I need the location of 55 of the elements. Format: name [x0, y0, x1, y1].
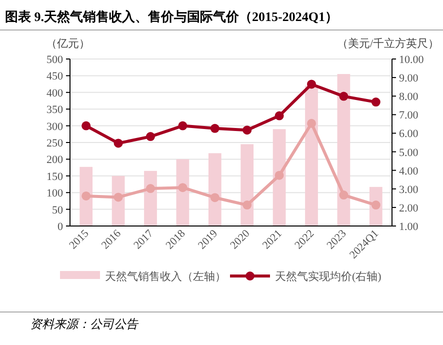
- point: [274, 170, 284, 180]
- y2-tick-label: 7.00: [399, 110, 419, 122]
- bar: [305, 86, 318, 226]
- y2-axis-title: （美元/千立方英尺）: [336, 37, 439, 50]
- y-tick-label: 500: [46, 54, 64, 66]
- bar: [208, 153, 222, 226]
- point: [178, 121, 188, 130]
- y2-tick-label: 2.00: [399, 202, 419, 214]
- y-tick-label: 450: [46, 70, 64, 83]
- y2-tick-label: 9.00: [399, 72, 419, 85]
- y2-tick-label: 6.00: [399, 128, 419, 140]
- point: [146, 132, 155, 142]
- point: [210, 124, 220, 133]
- y2-tick-label: 5.00: [399, 146, 419, 159]
- bar: [272, 129, 286, 226]
- point: [178, 183, 188, 192]
- point: [82, 121, 91, 130]
- text: 资料来源：公司公告: [30, 317, 139, 331]
- y-tick-label: 0: [58, 221, 64, 233]
- point: [242, 200, 252, 210]
- y2-tick-label: 4.00: [399, 165, 419, 178]
- y-axis-title: （亿元）: [46, 38, 90, 50]
- y-tick-label: 400: [46, 87, 64, 100]
- y2-tick-label: 1.00: [399, 221, 419, 233]
- bar: [337, 74, 350, 226]
- point: [307, 80, 316, 89]
- y2-tick-label: 8.00: [399, 91, 419, 104]
- legend-label: 天然气销售收入（左轴）: [105, 270, 226, 283]
- y-tick-label: 100: [46, 188, 64, 200]
- y-tick-label: 200: [46, 154, 64, 166]
- y2-tick-label: 3.00: [399, 184, 419, 196]
- point: [339, 92, 348, 101]
- point: [371, 200, 380, 210]
- x-tick-label: 2021: [260, 228, 284, 252]
- point: [339, 190, 348, 200]
- chart-title: 图表 9.天然气销售收入、售价与国际气价（2015-2024Q1）: [5, 9, 338, 24]
- point: [242, 126, 252, 135]
- point: [114, 192, 123, 202]
- point: [114, 138, 123, 148]
- point: [146, 184, 155, 194]
- y-tick-label: 300: [46, 120, 64, 133]
- legend-label: 天然气实现均价(右轴): [275, 270, 382, 283]
- y-tick-label: 150: [46, 170, 64, 183]
- bar: [240, 144, 254, 226]
- y-tick-label: 50: [52, 204, 64, 216]
- y-tick-label: 250: [46, 138, 64, 150]
- point: [82, 191, 91, 200]
- point: [371, 98, 380, 107]
- point: [274, 111, 284, 120]
- bar: [176, 159, 190, 226]
- point: [210, 193, 220, 202]
- y2-tick-label: 10.00: [399, 54, 424, 66]
- y-tick-label: 350: [46, 104, 64, 116]
- bar: [80, 166, 93, 226]
- point: [307, 118, 316, 128]
